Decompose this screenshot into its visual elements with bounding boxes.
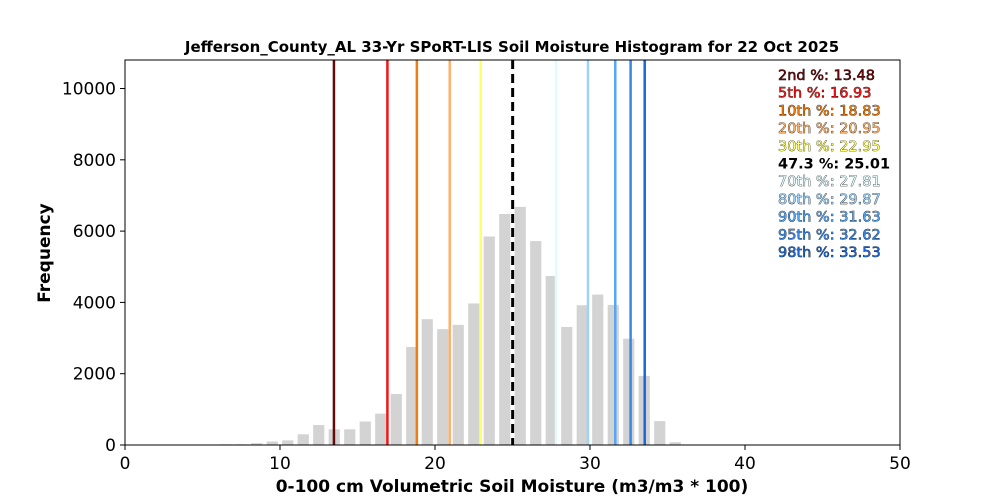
legend-entry: 70th %: 27.81 xyxy=(778,174,881,190)
legend-entry: 20th %: 20.95 xyxy=(778,121,881,137)
histogram-bar xyxy=(406,346,418,445)
x-axis: 0 10 20 30 40 50 xyxy=(120,445,911,474)
y-tick-label: 0 xyxy=(105,436,116,456)
y-tick-label: 6000 xyxy=(73,222,116,242)
legend-entry: 47.3 %: 25.01 xyxy=(778,157,890,173)
histogram-bar xyxy=(623,338,635,445)
x-tick-label: 20 xyxy=(424,454,446,474)
x-tick-label: 10 xyxy=(269,454,291,474)
histogram-bar xyxy=(530,241,542,445)
histogram-bar xyxy=(592,294,604,445)
legend-entry: 95th %: 32.62 xyxy=(778,227,881,243)
histogram-bar xyxy=(344,429,356,445)
y-tick-label: 8000 xyxy=(73,151,116,171)
y-tick-label: 2000 xyxy=(73,365,116,385)
x-tick-label: 30 xyxy=(579,454,601,474)
chart-title: Jefferson_County_AL 33-Yr SPoRT-LIS Soil… xyxy=(184,38,839,56)
histogram-bar xyxy=(437,329,449,445)
histogram-bar xyxy=(483,236,495,445)
plot-frame xyxy=(124,59,901,446)
x-tick-label: 50 xyxy=(889,454,911,474)
histogram-bar xyxy=(654,421,666,445)
histogram-bar xyxy=(499,214,511,445)
x-tick-label: 40 xyxy=(734,454,756,474)
histogram-bar xyxy=(561,327,573,445)
histogram-bar xyxy=(282,440,294,445)
histogram-bar xyxy=(251,443,263,445)
percentile-lines-group xyxy=(332,60,646,445)
bars-group xyxy=(220,206,681,445)
legend-entry: 90th %: 31.63 xyxy=(778,210,881,226)
y-tick-label: 4000 xyxy=(73,293,116,313)
histogram-bar xyxy=(313,425,325,445)
histogram-bar xyxy=(359,421,371,445)
histogram-bar xyxy=(390,394,402,445)
histogram-bar xyxy=(266,441,278,445)
legend-entry: 80th %: 29.87 xyxy=(778,192,881,208)
legend-entry: 10th %: 18.83 xyxy=(778,103,881,119)
legend-entry: 30th %: 22.95 xyxy=(778,139,881,155)
legend-entry: 2nd %: 13.48 xyxy=(778,68,875,84)
legend-entry: 5th %: 16.93 xyxy=(778,86,872,102)
histogram-bar xyxy=(669,442,681,445)
histogram-bar xyxy=(421,319,433,445)
y-tick-label: 10000 xyxy=(62,80,116,100)
legend-entry: 98th %: 33.53 xyxy=(778,245,881,261)
x-axis-label: 0-100 cm Volumetric Soil Moisture (m3/m3… xyxy=(276,477,749,497)
histogram-bar xyxy=(375,413,387,445)
histogram-bar xyxy=(514,206,526,445)
histogram-bar xyxy=(452,324,464,445)
histogram-bar xyxy=(468,303,480,445)
x-tick-label: 0 xyxy=(120,454,131,474)
histogram-bar xyxy=(297,434,309,445)
histogram-bar xyxy=(607,304,619,445)
y-axis: 0 2000 4000 6000 8000 10000 xyxy=(62,80,125,456)
histogram-bar xyxy=(545,276,557,445)
y-axis-label: Frequency xyxy=(35,203,55,303)
histogram-bar xyxy=(576,305,588,445)
